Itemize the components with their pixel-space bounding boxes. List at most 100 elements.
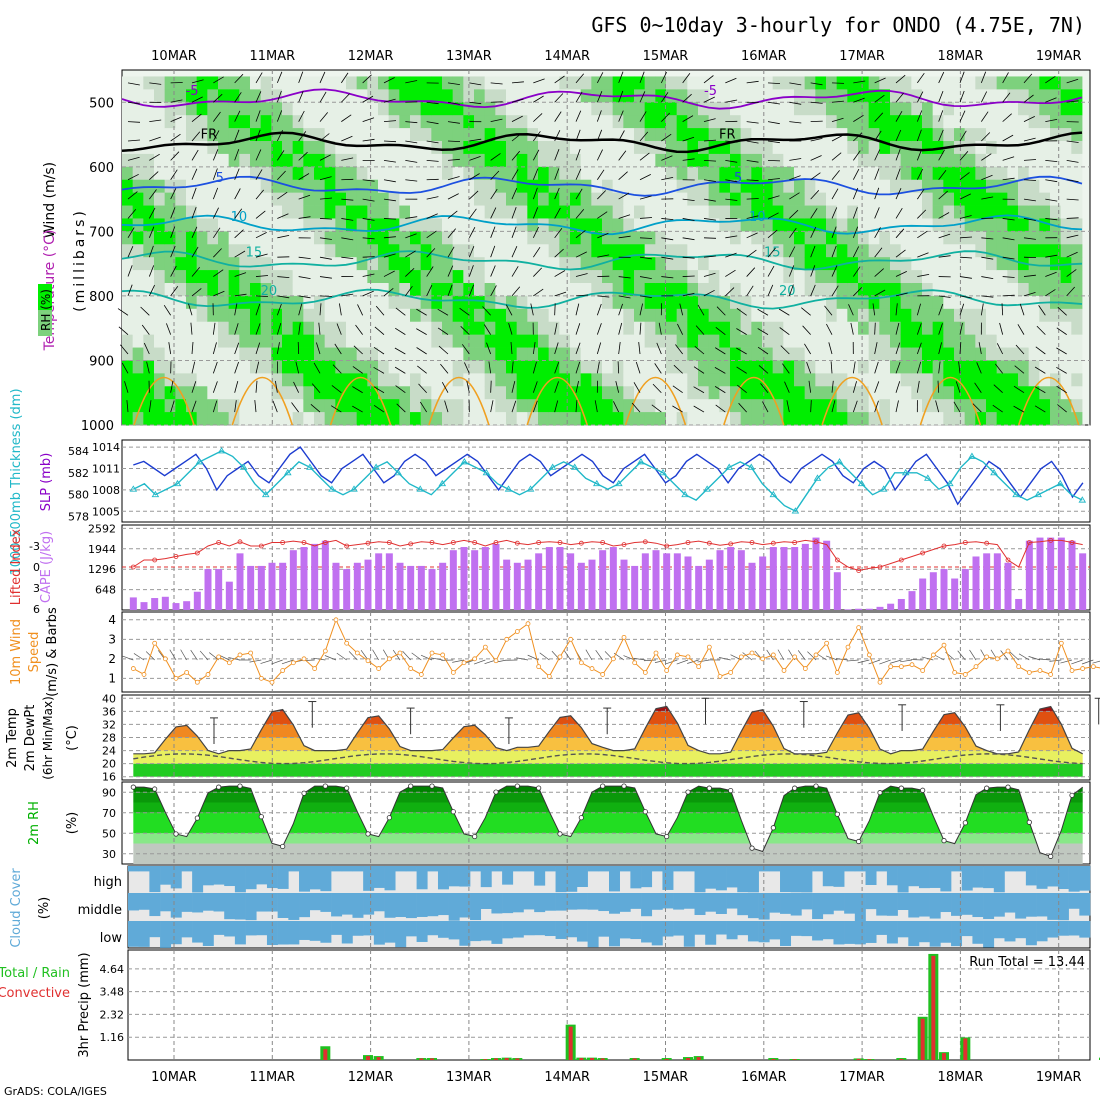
wind10-barb: [1028, 656, 1041, 661]
rh-cell: [804, 347, 816, 361]
cape-bar: [929, 572, 937, 610]
rh-cell: [442, 205, 454, 219]
rh-cell: [580, 283, 592, 297]
wind-barb: [677, 323, 684, 335]
wind-barb: [651, 404, 662, 413]
rh2m-point: [749, 845, 755, 851]
rh-cell: [602, 76, 614, 90]
rh-cell: [420, 192, 432, 206]
wind-barb: [981, 174, 993, 181]
rh-cell: [602, 412, 614, 426]
rh-cell: [676, 128, 688, 142]
cloud-cell: [512, 921, 524, 938]
rh-cell: [506, 321, 518, 336]
rh-cell: [634, 399, 646, 413]
wind10-point: [962, 672, 968, 677]
cloud-cell: [726, 866, 738, 888]
rh-cell: [676, 399, 688, 413]
wind-barb: [466, 380, 470, 393]
date-label-top: 14MAR: [544, 49, 590, 64]
rh-cell: [698, 283, 710, 297]
wind10-point: [440, 652, 446, 658]
rh-cell: [442, 89, 454, 103]
wind10-point: [301, 656, 307, 662]
wind-barb: [767, 101, 780, 105]
rh-cell: [132, 141, 144, 155]
cape-bar: [1036, 537, 1044, 610]
rh-cell: [890, 218, 902, 232]
cloud-cell: [918, 866, 930, 889]
rh-cell: [634, 231, 646, 245]
rh-cell: [186, 192, 198, 206]
wind-barb: [191, 381, 197, 393]
rh-cell: [1039, 128, 1051, 142]
wind10-barb: [402, 650, 411, 661]
rh-cell: [698, 257, 710, 271]
wind-barb: [1019, 303, 1025, 316]
rh-label: RH (%): [39, 289, 53, 331]
rh-cell: [271, 192, 283, 206]
rh-cell: [239, 115, 251, 129]
rh-cell: [154, 141, 166, 155]
rh-cell: [292, 218, 304, 232]
rh-cell: [890, 270, 902, 284]
rh-cell: [996, 179, 1008, 194]
rh-cell: [570, 295, 582, 310]
rh2m-point: [920, 787, 926, 793]
wind-barb: [339, 303, 342, 316]
wind-barb: [633, 382, 641, 393]
rh-cell: [207, 166, 219, 181]
rh-cell: [388, 192, 400, 206]
rh-cell: [804, 257, 816, 271]
rh-cell: [783, 295, 795, 310]
wind-barb: [618, 130, 625, 142]
wind-barb: [533, 113, 543, 122]
rh-cell: [676, 321, 688, 336]
rh-cell: [196, 76, 208, 90]
rh-cell: [527, 244, 539, 258]
rh-cell: [516, 179, 528, 194]
rh-cell: [1018, 295, 1030, 310]
rh-cell: [676, 102, 688, 116]
rh-cell: [751, 166, 763, 181]
rh-cell: [879, 244, 891, 258]
cloud-cell: [523, 921, 535, 936]
rh-cell: [207, 179, 219, 194]
cloud-cell: [876, 866, 888, 872]
wind-barb: [234, 250, 246, 258]
rh-cell: [996, 102, 1008, 116]
rh-cell: [1018, 386, 1030, 400]
rh-cell: [932, 295, 944, 310]
rh-cell: [356, 399, 368, 413]
rh-cell: [954, 321, 966, 336]
rh-cell: [495, 115, 507, 129]
rh-cell: [410, 115, 422, 129]
rh-cell: [666, 192, 678, 206]
rh-cell: [943, 386, 955, 400]
rh2m-point: [450, 809, 456, 815]
rh-cell: [666, 205, 678, 219]
wind-barb: [746, 232, 758, 239]
rh-cell: [591, 334, 603, 348]
rh-cell: [431, 231, 443, 245]
rh2m-point: [386, 815, 392, 821]
rh-cell: [698, 412, 710, 426]
rh-cell: [548, 399, 560, 413]
cape-bar: [449, 550, 457, 610]
cloud-cell: [737, 921, 749, 936]
rh-cell: [175, 115, 187, 129]
rh-cell: [346, 192, 358, 206]
cloud-cell: [961, 921, 973, 937]
rh-cell: [644, 360, 656, 374]
rh-cell: [388, 141, 400, 155]
rh-cell: [292, 166, 304, 181]
wind-barb: [405, 121, 418, 124]
wind-barb: [767, 212, 779, 219]
rh-cell: [922, 334, 934, 348]
rh-cell: [367, 128, 379, 142]
rh-cell: [612, 115, 624, 129]
wind-barb: [789, 158, 802, 161]
wind-barb: [725, 269, 736, 277]
wind-barb: [383, 159, 396, 163]
